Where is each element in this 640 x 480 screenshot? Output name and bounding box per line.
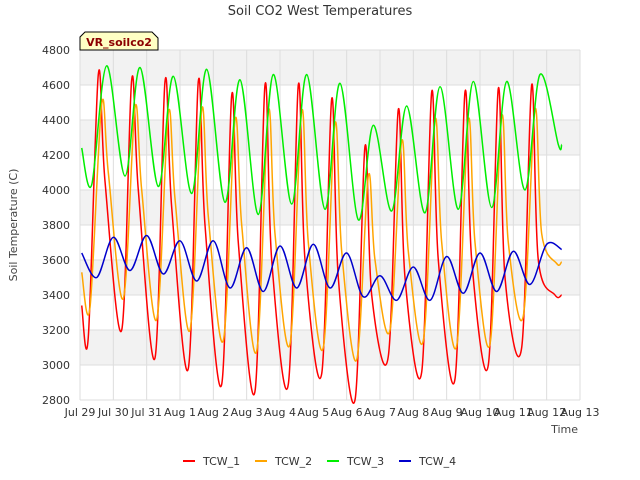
y-tick-label: 3400 <box>42 289 70 302</box>
chart-title: Soil CO2 West Temperatures <box>228 4 413 19</box>
x-tick-label: Aug 11 <box>494 406 533 419</box>
legend-label: TCW_4 <box>418 455 456 468</box>
x-tick-label: Aug 2 <box>197 406 229 419</box>
legend-label: TCW_1 <box>202 455 240 468</box>
legend: TCW_1 TCW_2 TCW_3 TCW_4 <box>183 455 456 468</box>
series-line-tcw_4 <box>81 234 563 302</box>
legend-label: TCW_3 <box>346 455 384 468</box>
y-tick-label: 4400 <box>42 114 70 127</box>
background-band <box>80 295 580 330</box>
x-tick-label: Aug 1 <box>164 406 196 419</box>
y-tick-label: 2800 <box>42 394 70 407</box>
x-tick-label: Aug 12 <box>527 406 566 419</box>
series-line-tcw_2 <box>80 98 563 362</box>
x-tick-label: Aug 3 <box>231 406 263 419</box>
y-tick-label: 3200 <box>42 324 70 337</box>
x-tick-label: Aug 9 <box>431 406 463 419</box>
series-line-tcw_1 <box>80 69 563 404</box>
x-tick-label: Jul 30 <box>97 406 129 419</box>
background-band <box>80 330 580 365</box>
series-line-tcw_3 <box>80 65 563 221</box>
background-band <box>80 365 580 400</box>
badge-box <box>79 31 159 51</box>
series-layer <box>80 65 563 404</box>
badge-label: VR_soilco2 <box>86 36 152 49</box>
y-tick-label: 3000 <box>42 359 70 372</box>
y-tick-label: 4600 <box>42 79 70 92</box>
legend-label: TCW_2 <box>274 455 312 468</box>
x-tick-label: Aug 4 <box>264 406 296 419</box>
background-band <box>80 260 580 295</box>
x-tick-label: Jul 31 <box>130 406 162 419</box>
y-axis-ticks: 2800 3000 3200 3400 3600 3800 4000 4200 4400 4600… <box>42 44 70 407</box>
background-band <box>80 50 580 85</box>
x-tick-label: Aug 7 <box>364 406 396 419</box>
y-tick-label: 4000 <box>42 184 70 197</box>
x-tick-label: Jul 29 <box>64 406 96 419</box>
y-tick-label: 4200 <box>42 149 70 162</box>
station-badge: VR_soilco2 <box>79 31 159 51</box>
y-axis-label: Soil Temperature (C) <box>7 169 20 282</box>
y-tick-label: 3600 <box>42 254 70 267</box>
x-tick-label: Aug 10 <box>461 406 500 419</box>
x-tick-label: Aug 5 <box>297 406 329 419</box>
x-axis-label: Time <box>550 423 578 436</box>
x-axis-ticks: Jul 29 Jul 30 Jul 31 Aug 1 Aug 2 Aug 3 Aug 4 Au… <box>64 406 600 419</box>
y-tick-label: 4800 <box>42 44 70 57</box>
x-tick-label: Aug 8 <box>397 406 429 419</box>
x-tick-label: Aug 13 <box>561 406 600 419</box>
x-tick-label: Aug 6 <box>331 406 363 419</box>
y-tick-label: 3800 <box>42 219 70 232</box>
